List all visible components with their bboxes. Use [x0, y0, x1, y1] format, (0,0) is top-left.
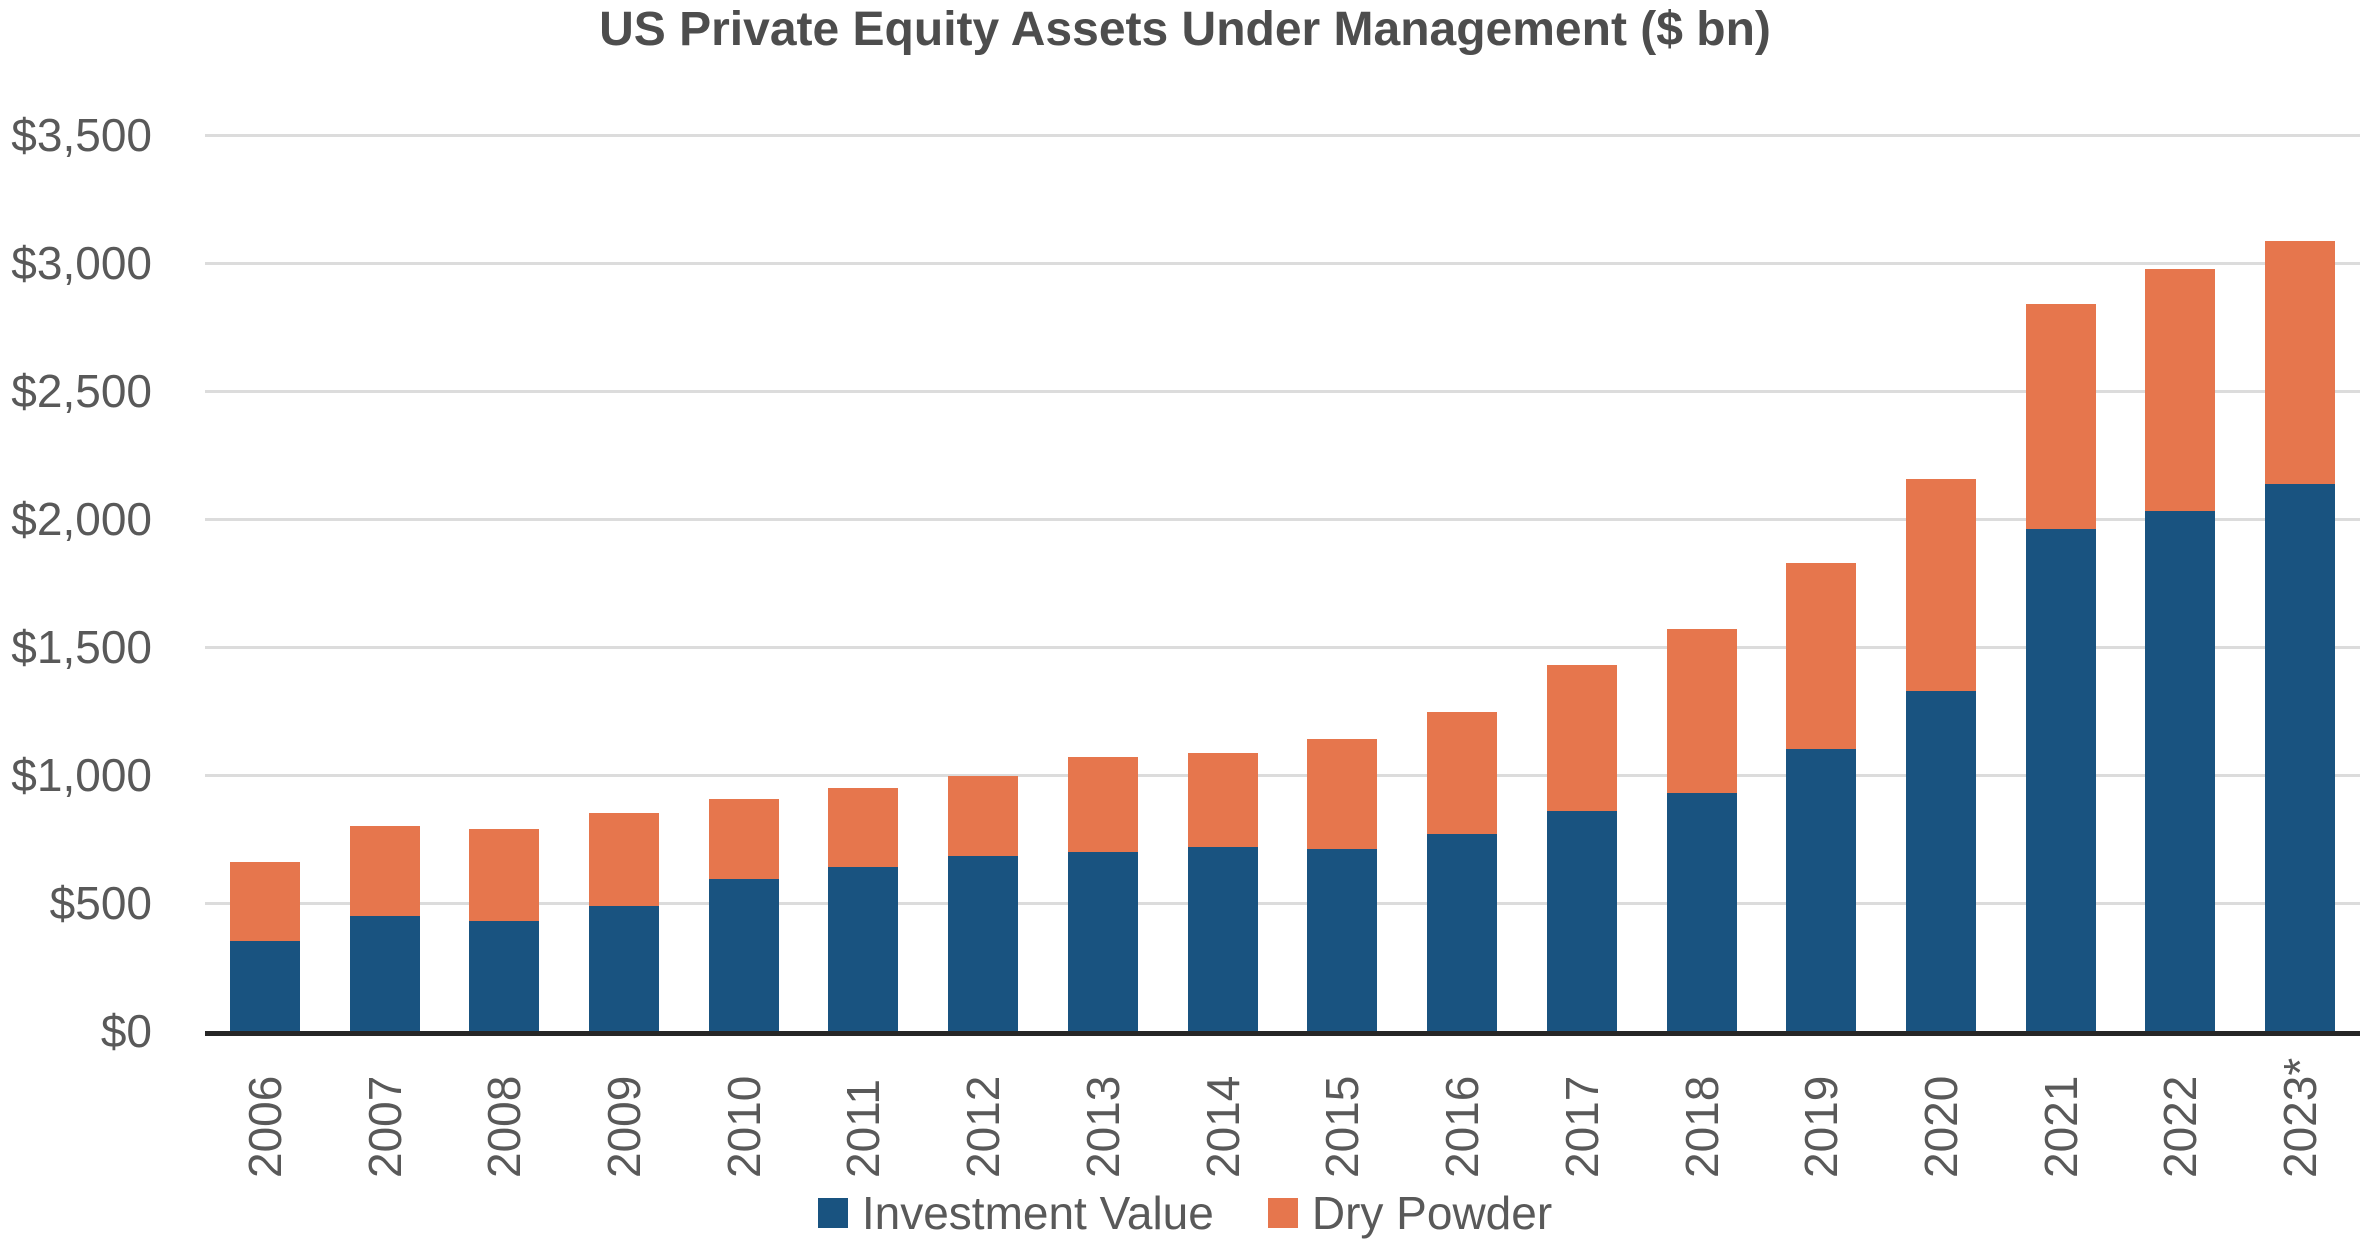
gridline: [205, 773, 2360, 777]
legend-item-dry-powder: Dry Powder: [1267, 1186, 1553, 1240]
x-tick-label: 2023*: [2274, 1057, 2327, 1178]
segment-investment-value: [708, 878, 779, 1031]
legend-item-investment-value: Investment Value: [817, 1186, 1214, 1240]
segment-investment-value: [1067, 851, 1138, 1031]
y-axis: $0 $500 $1,000 $1,500 $2,000 $2,500 $3,000 $3,5…: [0, 0, 152, 1248]
y-tick-label: $1,500: [11, 621, 152, 673]
bar-2011: [828, 787, 899, 1031]
bar-2020: [1905, 479, 1976, 1031]
x-axis-line: [205, 1031, 2360, 1036]
segment-dry-powder: [1786, 562, 1857, 750]
segment-investment-value: [1905, 690, 1976, 1031]
segment-investment-value: [469, 920, 540, 1031]
segment-dry-powder: [708, 799, 779, 879]
segment-dry-powder: [1427, 712, 1498, 834]
segment-investment-value: [1666, 792, 1737, 1031]
x-tick-label: 2017: [1555, 1075, 1608, 1178]
chart-title: US Private Equity Assets Under Managemen…: [599, 3, 1771, 56]
bar-2017: [1546, 664, 1617, 1031]
x-tick-label: 2008: [478, 1075, 531, 1178]
bar-2023*: [2265, 241, 2336, 1031]
segment-dry-powder: [2145, 269, 2216, 512]
segment-dry-powder: [828, 787, 899, 868]
segment-investment-value: [2025, 529, 2096, 1031]
legend-label-investment-value: Investment Value: [861, 1187, 1214, 1239]
segment-investment-value: [2145, 511, 2216, 1031]
bar-2019: [1786, 562, 1857, 1031]
segment-dry-powder: [589, 813, 660, 906]
y-tick-label: $500: [49, 877, 152, 929]
segment-dry-powder: [1666, 629, 1737, 793]
segment-investment-value: [1307, 849, 1378, 1031]
x-tick-label: 2013: [1076, 1075, 1129, 1178]
segment-investment-value: [1786, 749, 1857, 1031]
segment-investment-value: [2265, 484, 2336, 1031]
segment-dry-powder: [1307, 739, 1378, 850]
bar-2013: [1067, 757, 1138, 1031]
segment-investment-value: [349, 915, 420, 1031]
x-tick-label: 2007: [358, 1075, 411, 1178]
dry-powder-swatch-icon: [1267, 1198, 1298, 1228]
bar-2022: [2145, 269, 2216, 1031]
y-tick-label: $3,000: [11, 237, 152, 289]
bar-2021: [2025, 303, 2096, 1031]
bar-2007: [349, 826, 420, 1031]
gridline: [205, 645, 2360, 649]
bar-2015: [1307, 739, 1378, 1031]
segment-dry-powder: [469, 828, 540, 921]
x-tick-label: 2014: [1196, 1075, 1249, 1178]
x-tick-label: 2011: [837, 1079, 890, 1178]
bar-2012: [948, 776, 1019, 1031]
segment-investment-value: [589, 905, 660, 1031]
segment-dry-powder: [948, 776, 1019, 856]
plot-area: [205, 133, 2360, 1036]
x-tick-label: 2010: [717, 1075, 770, 1178]
segment-dry-powder: [1905, 479, 1976, 691]
bar-2010: [708, 799, 779, 1031]
segment-dry-powder: [1187, 753, 1258, 847]
bar-2018: [1666, 629, 1737, 1031]
segment-investment-value: [1427, 833, 1498, 1031]
legend: Investment Value Dry Powder: [0, 1186, 2370, 1240]
y-tick-label: $3,500: [11, 109, 152, 161]
x-tick-label: 2020: [1914, 1075, 1967, 1178]
bar-2016: [1427, 712, 1498, 1031]
x-tick-label: 2022: [2154, 1075, 2207, 1178]
segment-investment-value: [1187, 846, 1258, 1031]
legend-label-dry-powder: Dry Powder: [1311, 1187, 1553, 1239]
x-tick-label: 2019: [1795, 1075, 1848, 1178]
bar-2006: [229, 862, 300, 1031]
investment-value-swatch-icon: [817, 1198, 848, 1228]
bar-2014: [1187, 753, 1258, 1031]
x-tick-label: 2009: [598, 1075, 651, 1178]
bar-2009: [589, 813, 660, 1031]
y-tick-label: $0: [100, 1005, 152, 1057]
segment-dry-powder: [1546, 664, 1617, 811]
segment-dry-powder: [1067, 757, 1138, 852]
x-tick-label: 2016: [1436, 1075, 1489, 1178]
segment-investment-value: [229, 941, 300, 1031]
y-tick-label: $2,500: [11, 365, 152, 417]
gridline: [205, 389, 2360, 393]
gridline: [205, 261, 2360, 265]
segment-dry-powder: [349, 826, 420, 916]
segment-investment-value: [828, 867, 899, 1031]
gridline: [205, 901, 2360, 905]
gridline: [205, 517, 2360, 521]
segment-dry-powder: [2265, 241, 2336, 485]
segment-investment-value: [1546, 810, 1617, 1031]
gridline: [205, 133, 2360, 137]
bar-2008: [469, 828, 540, 1031]
segment-dry-powder: [229, 862, 300, 942]
x-tick-label: 2021: [2034, 1075, 2087, 1178]
x-tick-label: 2012: [957, 1075, 1010, 1178]
x-tick-label: 2015: [1316, 1075, 1369, 1178]
y-tick-label: $2,000: [11, 493, 152, 545]
x-tick-label: 2018: [1675, 1075, 1728, 1178]
y-tick-label: $1,000: [11, 749, 152, 801]
segment-dry-powder: [2025, 303, 2096, 530]
segment-investment-value: [948, 855, 1019, 1031]
x-tick-label: 2006: [238, 1075, 291, 1178]
